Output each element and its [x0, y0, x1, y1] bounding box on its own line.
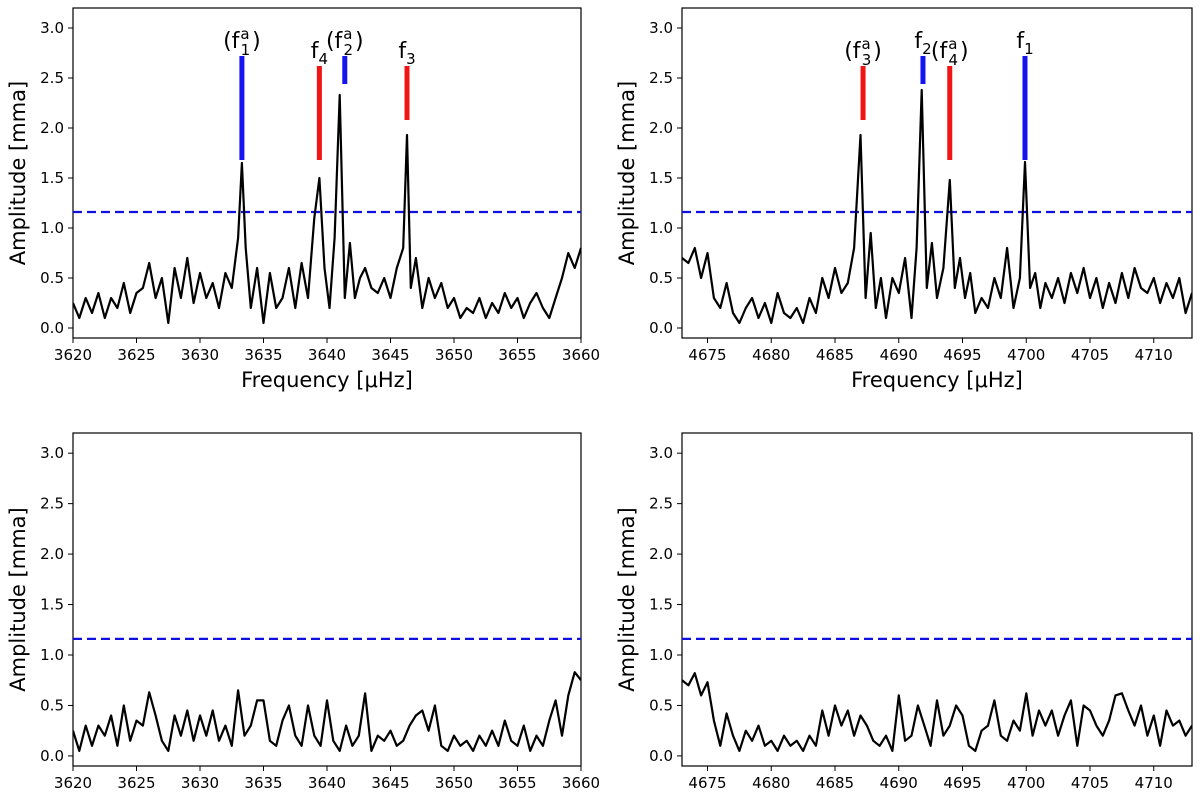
- x-tick-label: 4710: [1135, 774, 1173, 792]
- x-tick-label: 3635: [244, 346, 282, 364]
- x-tick-label: 4685: [816, 346, 854, 364]
- x-tick-label: 4700: [1007, 346, 1045, 364]
- x-tick-label: 3650: [435, 346, 473, 364]
- y-tick-label: 1.5: [40, 596, 64, 614]
- x-tick-label: 3620: [54, 346, 92, 364]
- x-tick-label: 3620: [54, 774, 92, 792]
- plot-frame: [681, 7, 1193, 339]
- y-axis-label: Amplitude [mma]: [615, 81, 639, 265]
- x-tick-label: 3630: [181, 346, 219, 364]
- y-tick-label: 0.0: [649, 319, 673, 337]
- x-tick-label: 4680: [752, 774, 790, 792]
- y-tick-label: 0.5: [40, 269, 64, 287]
- y-tick-label: 1.0: [40, 219, 64, 237]
- y-tick-label: 0.0: [40, 319, 64, 337]
- x-axis-label: Frequency [μHz]: [241, 368, 413, 392]
- x-tick-label: 3630: [181, 774, 219, 792]
- y-tick-label: 2.0: [649, 545, 673, 563]
- y-tick-label: 1.0: [649, 219, 673, 237]
- y-axis-label: Amplitude [mma]: [6, 507, 30, 691]
- x-tick-label: 4690: [880, 346, 918, 364]
- x-tick-label: 4695: [943, 774, 981, 792]
- y-tick-label: 0.0: [40, 747, 64, 765]
- y-tick-label: 2.0: [40, 119, 64, 137]
- panel-top-left: 3620 3625 3630 3635 3640 3645 3650 3655 3660 0.0 0…: [6, 7, 600, 392]
- x-tick-label: 4675: [688, 774, 726, 792]
- y-tick-label: 1.5: [40, 169, 64, 187]
- y-tick-label: 0.5: [40, 696, 64, 714]
- x-tick-label: 3645: [371, 346, 409, 364]
- y-tick-label: 3.0: [649, 444, 673, 462]
- x-axis-label: Frequency [μHz]: [851, 368, 1023, 392]
- x-tick-label: 3640: [308, 774, 346, 792]
- x-tick-label: 4700: [1007, 774, 1045, 792]
- plot-frame: [72, 432, 582, 767]
- peak-label-1: f4: [311, 39, 328, 68]
- series-line-0: [682, 672, 1192, 753]
- x-tick-label: 4690: [880, 774, 918, 792]
- y-tick-label: 2.0: [40, 545, 64, 563]
- peak-label-2: (fa 4): [931, 35, 969, 69]
- y-axis-label: Amplitude [mma]: [615, 507, 639, 691]
- x-tick-label: 3645: [371, 774, 409, 792]
- y-tick-label: 1.0: [40, 646, 64, 664]
- x-tick-label: 4680: [752, 346, 790, 364]
- peak-label-3: f3: [398, 39, 415, 68]
- y-axis-label: Amplitude [mma]: [6, 81, 30, 265]
- x-tick-label: 3650: [435, 774, 473, 792]
- x-tick-label: 4705: [1071, 346, 1109, 364]
- y-tick-label: 1.5: [649, 596, 673, 614]
- y-tick-label: 2.5: [649, 69, 673, 87]
- y-tick-label: 0.5: [649, 696, 673, 714]
- peak-label-3: f1: [1016, 29, 1033, 58]
- peak-label-0: (fa 1): [223, 25, 261, 59]
- y-tick-label: 3.0: [649, 19, 673, 37]
- y-tick-label: 1.0: [649, 646, 673, 664]
- series-line-0: [73, 671, 581, 753]
- y-tick-label: 0.5: [649, 269, 673, 287]
- y-tick-label: 3.0: [40, 19, 64, 37]
- y-tick-label: 2.5: [40, 495, 64, 513]
- x-tick-label: 3655: [498, 774, 536, 792]
- x-tick-label: 4695: [943, 346, 981, 364]
- x-tick-label: 3660: [562, 346, 600, 364]
- y-tick-label: 2.5: [40, 69, 64, 87]
- x-tick-label: 4675: [688, 346, 726, 364]
- x-tick-label: 4705: [1071, 774, 1109, 792]
- y-tick-label: 2.0: [649, 119, 673, 137]
- y-tick-label: 2.5: [649, 495, 673, 513]
- panel-bottom-left: 3620 3625 3630 3635 3640 3645 3650 3655 3660 0.0 0…: [6, 432, 600, 798]
- x-tick-label: 3640: [308, 346, 346, 364]
- peak-label-0: (fa 3): [844, 35, 882, 69]
- x-axis-label: Frequency [μHz]: [241, 796, 413, 798]
- x-tick-label: 3660: [562, 774, 600, 792]
- x-tick-label: 3635: [244, 774, 282, 792]
- peak-label-1: f2: [914, 29, 931, 58]
- y-tick-label: 3.0: [40, 444, 64, 462]
- peak-label-2: (fa 2): [326, 25, 364, 59]
- y-tick-label: 0.0: [649, 747, 673, 765]
- x-axis-label: Frequency [μHz]: [851, 796, 1023, 798]
- x-tick-label: 4685: [816, 774, 854, 792]
- plot-frame: [681, 432, 1193, 767]
- series-line-0: [682, 88, 1192, 325]
- x-tick-label: 3625: [117, 774, 155, 792]
- x-tick-label: 3625: [117, 346, 155, 364]
- panel-top-right: 4675 4680 4685 4690 4695 4700 4705 4710 0.0 0.5 1.…: [615, 7, 1193, 392]
- panel-bottom-right: 4675 4680 4685 4690 4695 4700 4705 4710 0.0 0.5 1.…: [615, 432, 1193, 798]
- x-tick-label: 4710: [1135, 346, 1173, 364]
- y-tick-label: 1.5: [649, 169, 673, 187]
- series-line-0: [73, 93, 581, 325]
- x-tick-label: 3655: [498, 346, 536, 364]
